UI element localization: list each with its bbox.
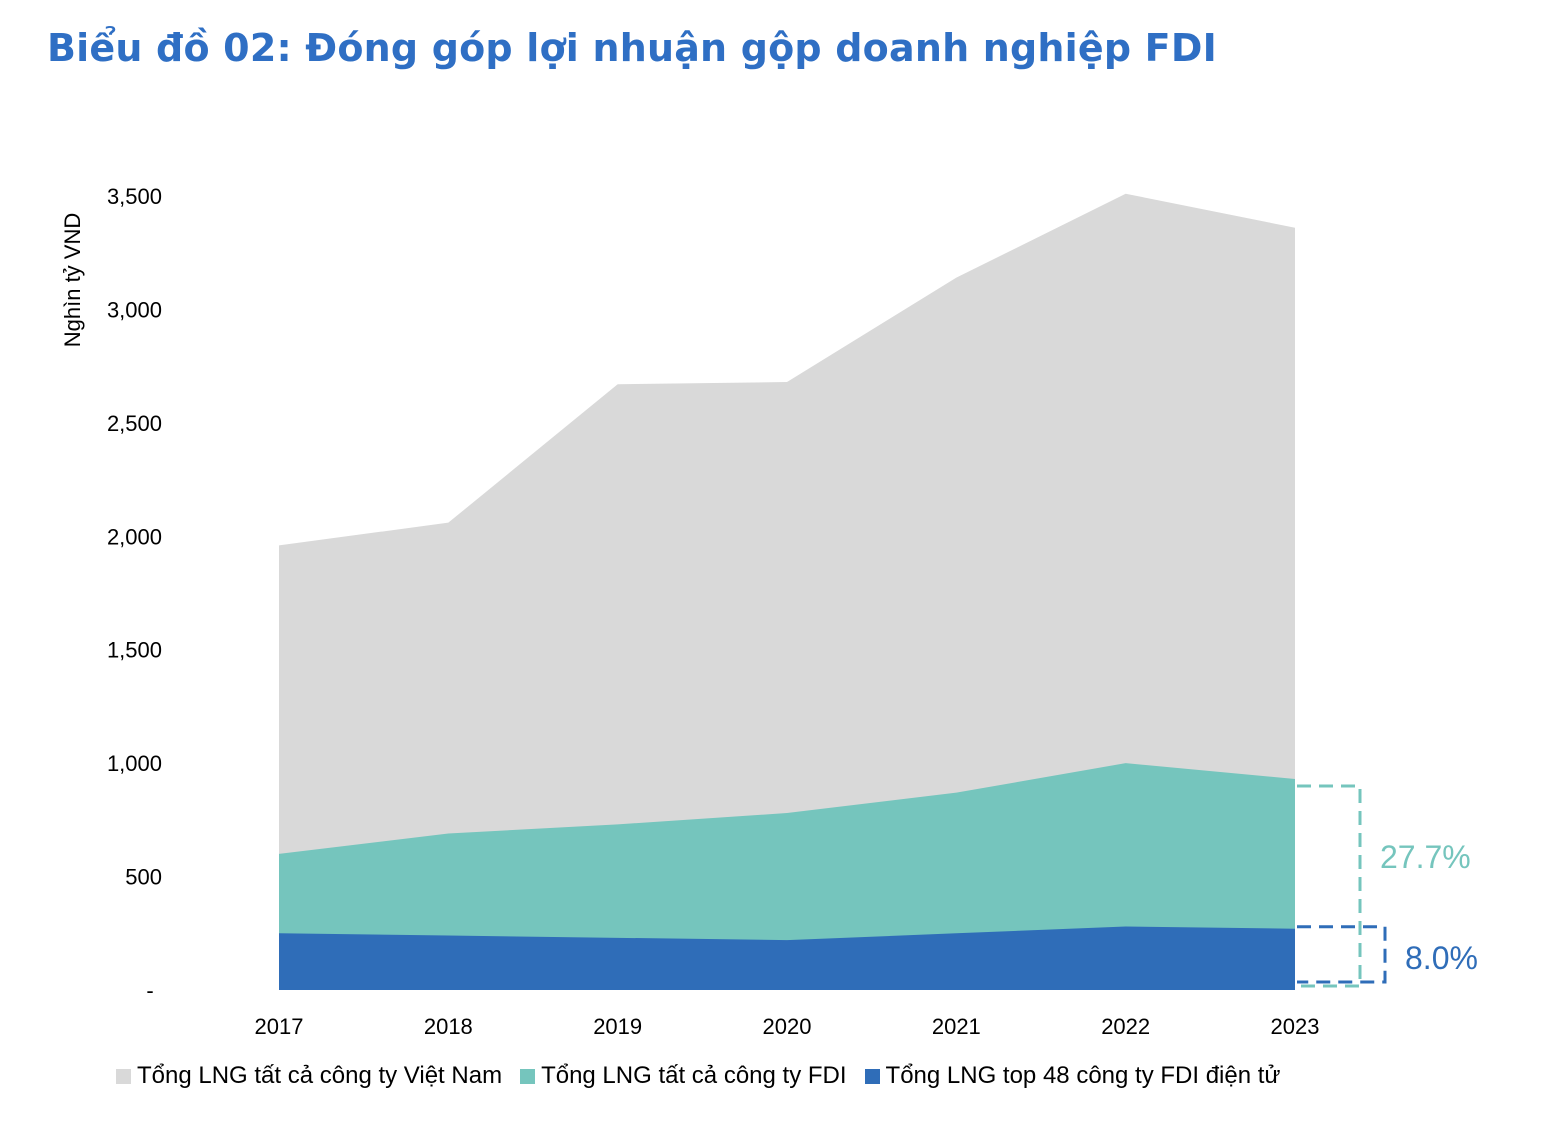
- x-tick-label-2022: 2022: [1101, 1014, 1150, 1039]
- y-tick-label-500: 500: [125, 865, 162, 890]
- x-axis-ticks: 2017 2018 2019 2020 2021 2022 2023: [255, 1014, 1320, 1039]
- area-series-3: [279, 926, 1295, 990]
- chart-title: Biểu đồ 02: Đóng góp lợi nhuận gộp doanh…: [47, 26, 1217, 70]
- legend-item-fdi-electronics: Tổng LNG top 48 công ty FDI điện tử: [864, 1062, 1281, 1090]
- x-tick-label-2017: 2017: [255, 1014, 304, 1039]
- annotation-bracket-2: [1297, 925, 1387, 984]
- legend-item-vietnam: Tổng LNG tất cả công ty Việt Nam: [116, 1062, 502, 1090]
- legend-swatch-fdi-electronics: [864, 1068, 880, 1084]
- legend-label-fdi-electronics: Tổng LNG top 48 công ty FDI điện tử: [885, 1062, 1281, 1089]
- area-series-group: [279, 193, 1295, 990]
- y-tick-label-3000: 3,000: [107, 297, 162, 322]
- annotation-label-1: 27.7%: [1380, 839, 1471, 875]
- y-tick-label-1000: 1,000: [107, 751, 162, 776]
- y-axis-label: Nghìn tỷ VND: [60, 213, 85, 348]
- y-tick-label-3500: 3,500: [107, 184, 162, 209]
- annotation-bracket-1: [1297, 784, 1362, 988]
- annotation-label-2: 8.0%: [1405, 940, 1478, 976]
- x-tick-label-2019: 2019: [593, 1014, 642, 1039]
- y-axis-ticks: - 500 1,000 1,500 2,000 2,500 3,000 3,500: [107, 184, 162, 1003]
- x-tick-label-2023: 2023: [1271, 1014, 1320, 1039]
- x-tick-label-2021: 2021: [932, 1014, 981, 1039]
- y-tick-label-0: -: [146, 978, 153, 1003]
- annotation-group: 27.7% 8.0%: [1297, 784, 1478, 988]
- legend-swatch-fdi: [520, 1068, 536, 1084]
- legend-label-vietnam: Tổng LNG tất cả công ty Việt Nam: [137, 1062, 503, 1089]
- legend-swatch-vietnam: [116, 1068, 131, 1084]
- legend-item-fdi: Tổng LNG tất cả công ty FDI: [520, 1062, 847, 1090]
- x-tick-label-2020: 2020: [763, 1014, 812, 1039]
- y-tick-label-2000: 2,000: [107, 524, 162, 549]
- legend-label-fdi: Tổng LNG tất cả công ty FDI: [541, 1062, 847, 1089]
- legend: Tổng LNG tất cả công ty Việt Nam Tổng LN…: [116, 1062, 1298, 1090]
- y-tick-label-2500: 2,500: [107, 411, 162, 436]
- x-tick-label-2018: 2018: [424, 1014, 473, 1039]
- y-tick-label-1500: 1,500: [107, 638, 162, 663]
